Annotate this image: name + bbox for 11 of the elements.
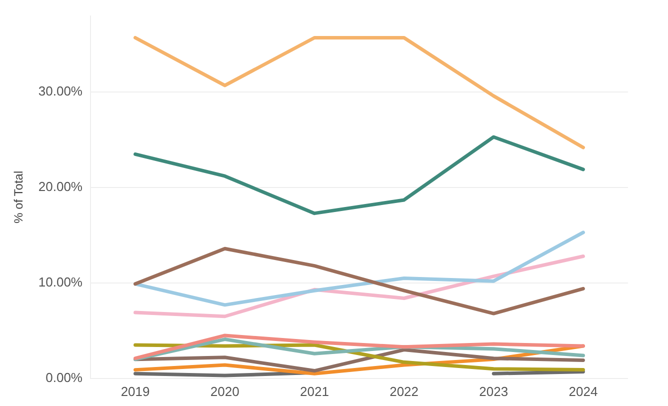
x-tick-label: 2020	[210, 384, 240, 399]
x-tick-label: 2019	[120, 384, 150, 399]
x-tick-label: 2023	[479, 384, 508, 399]
x-tick-label: 2024	[568, 384, 598, 399]
y-tick-label: 20.00%	[38, 179, 83, 194]
y-tick-label: 10.00%	[38, 274, 83, 290]
y-axis-title: % of Total	[12, 170, 26, 224]
x-tick-label: 2021	[300, 384, 329, 399]
y-tick-label: 30.00%	[38, 84, 83, 99]
y-tick-label: 0.00%	[46, 370, 83, 385]
x-tick-label: 2022	[390, 384, 418, 399]
